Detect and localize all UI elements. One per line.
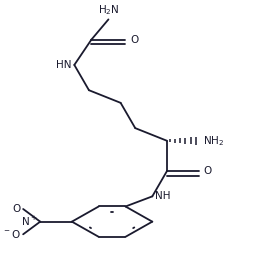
Text: HN: HN <box>56 60 72 70</box>
Text: N$^+$: N$^+$ <box>21 215 38 228</box>
Text: H$_2$N: H$_2$N <box>98 3 119 17</box>
Text: $^-$O: $^-$O <box>2 228 21 240</box>
Text: O: O <box>130 35 139 45</box>
Text: O: O <box>204 166 212 176</box>
Text: NH: NH <box>155 191 170 202</box>
Text: O: O <box>12 204 21 214</box>
Text: NH$_2$: NH$_2$ <box>204 134 225 148</box>
